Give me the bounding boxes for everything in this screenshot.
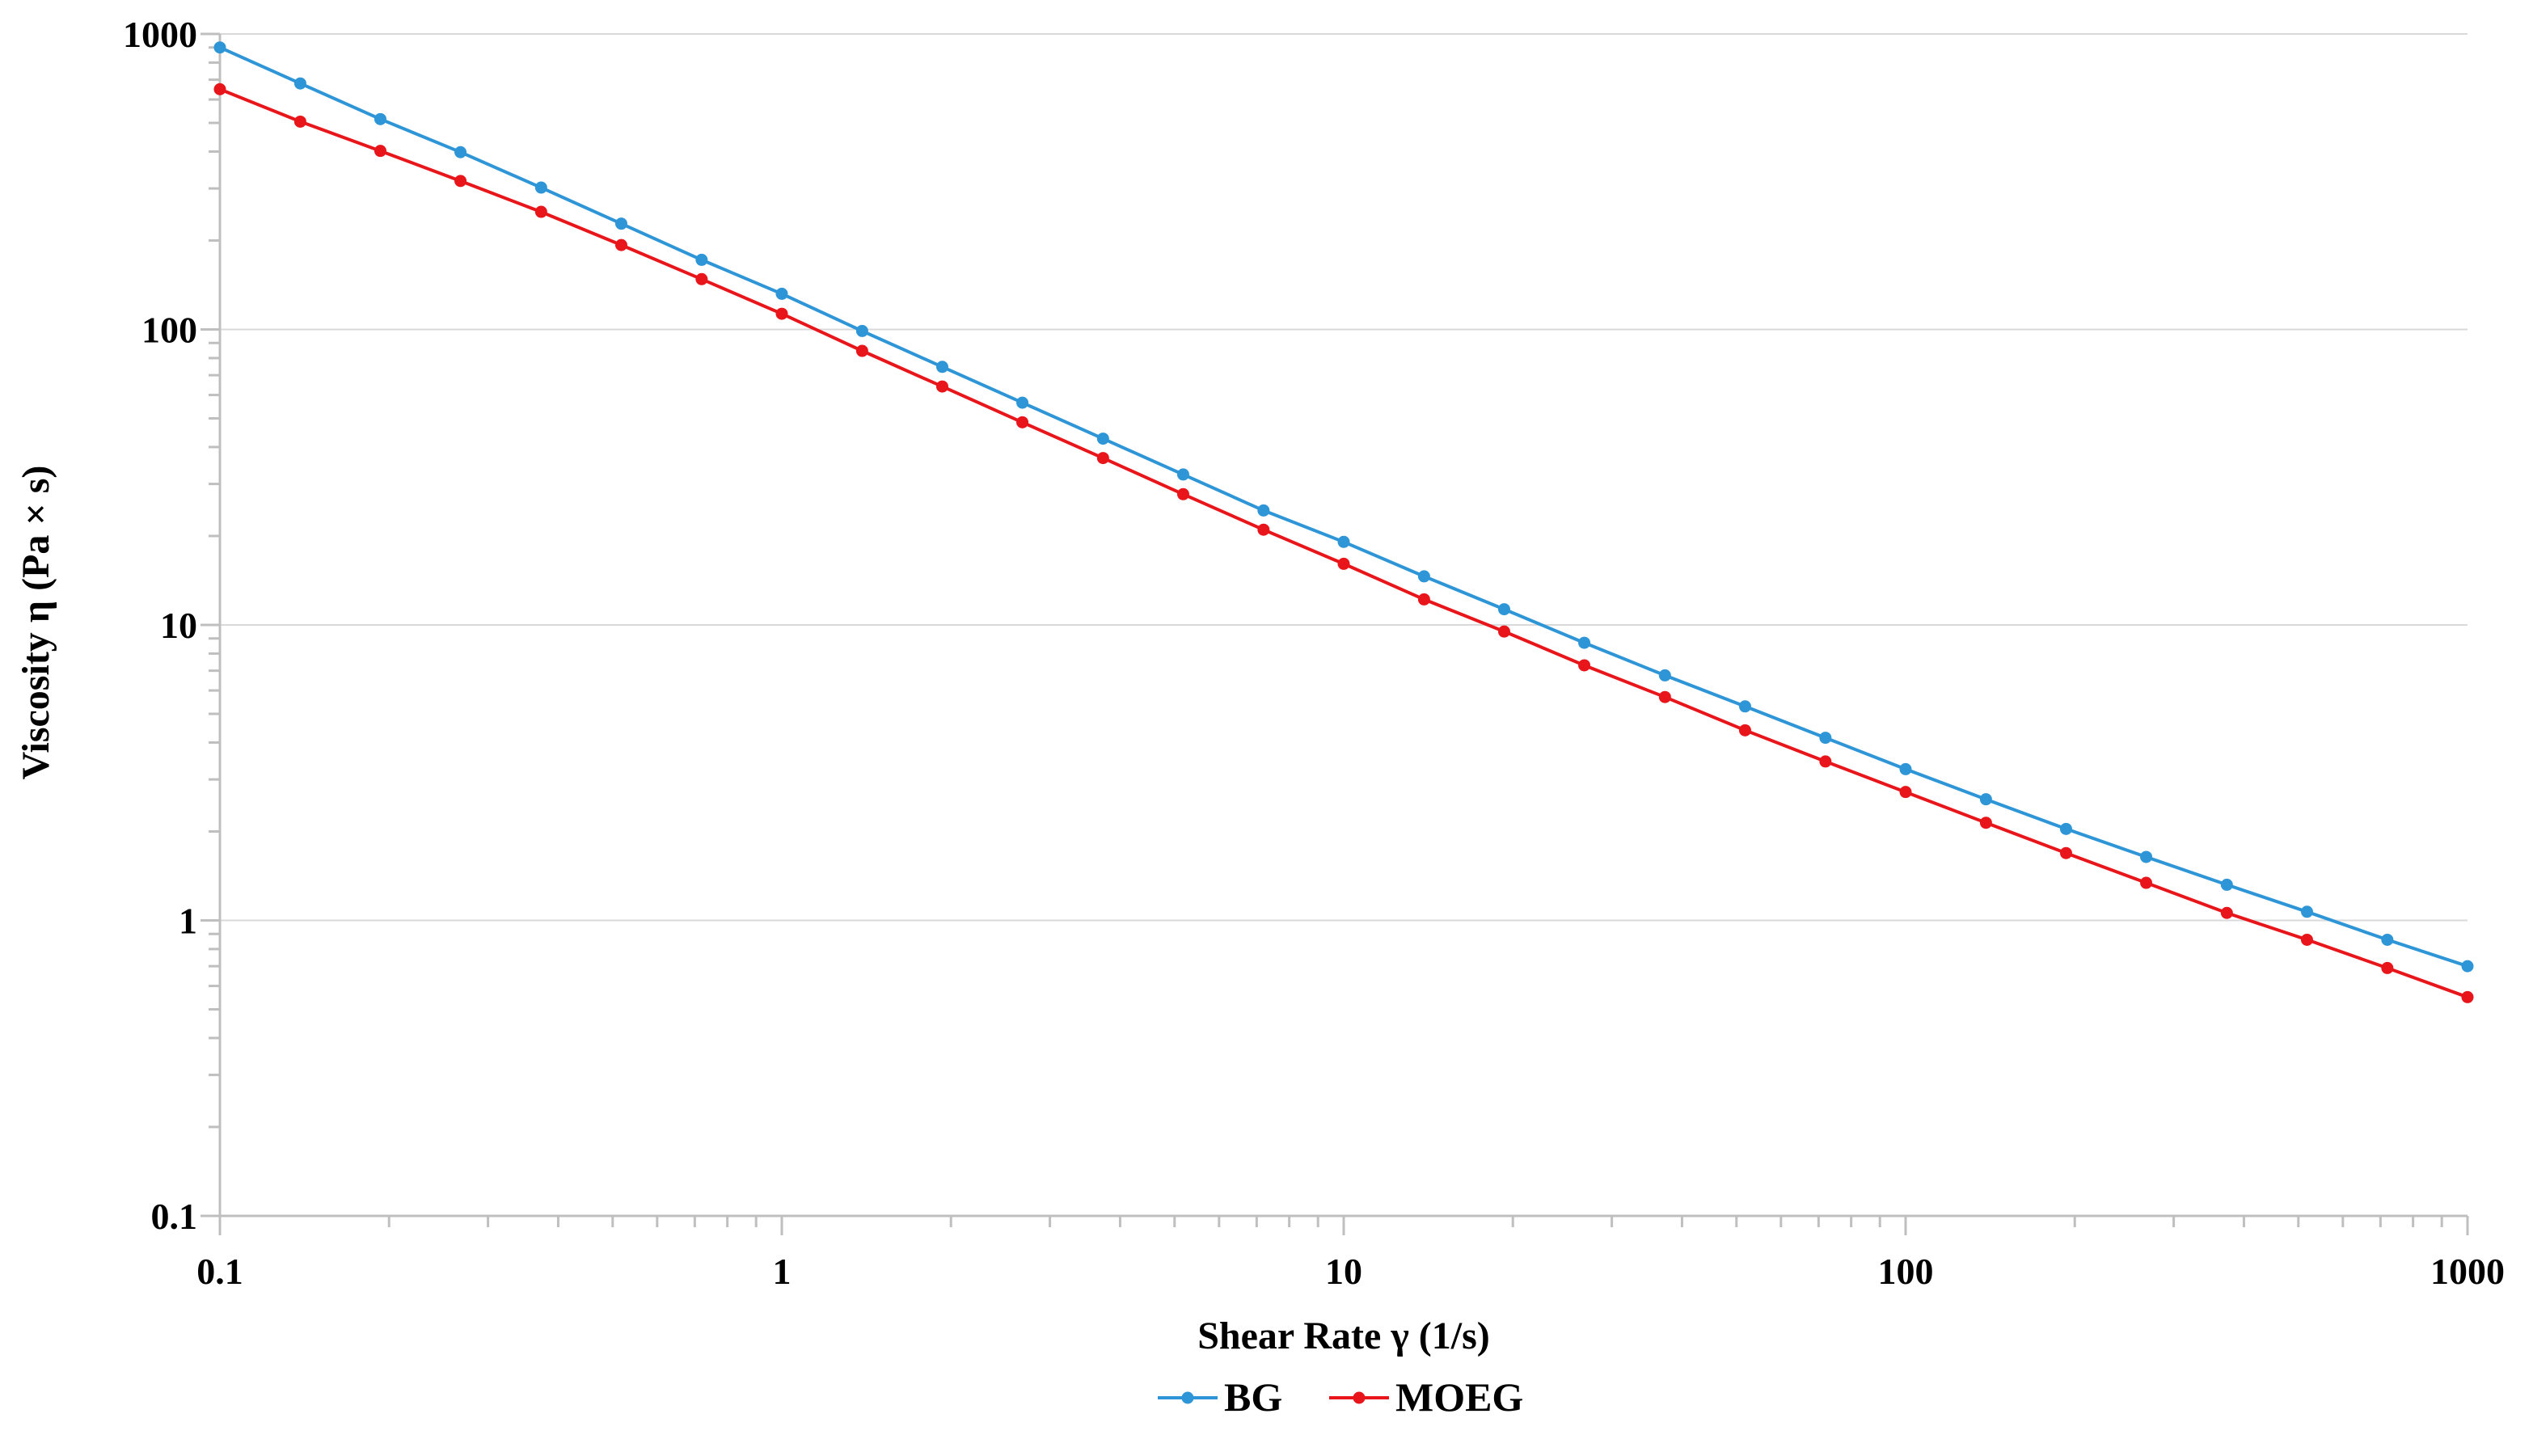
y-tick-label: 1 <box>179 901 197 942</box>
data-point-bg <box>1497 603 1510 616</box>
data-point-moeg <box>614 238 627 251</box>
data-point-moeg <box>374 145 386 158</box>
data-point-moeg <box>2059 846 2072 859</box>
data-point-bg <box>935 361 948 373</box>
data-point-bg <box>855 324 868 337</box>
data-point-bg <box>1257 504 1270 517</box>
data-point-moeg <box>1738 724 1751 736</box>
data-point-moeg <box>2381 961 2394 974</box>
data-point-bg <box>2140 850 2153 863</box>
data-point-bg <box>1096 433 1109 445</box>
data-point-bg <box>213 41 226 54</box>
data-point-moeg <box>1417 593 1430 606</box>
legend-label-bg: BG <box>1224 1374 1282 1420</box>
data-point-moeg <box>935 380 948 393</box>
x-tick-label: 10 <box>1325 1251 1362 1292</box>
series-line-bg <box>219 45 2468 968</box>
data-point-moeg <box>534 205 547 218</box>
data-point-moeg <box>2300 933 2313 946</box>
legend-label-moeg: MOEG <box>1395 1374 1523 1420</box>
tick-labels: 0.1 1 10 100 1000 0.1 1 10 100 1000 <box>123 14 2505 1292</box>
data-point-moeg <box>2461 990 2474 1003</box>
y-axis-title: Viscosity η (Pa × s) <box>15 466 57 780</box>
data-point-moeg <box>1979 817 1992 829</box>
data-point-bg <box>1658 669 1671 682</box>
x-tick-label: 0.1 <box>196 1251 243 1292</box>
x-tick-label: 1 <box>773 1251 792 1292</box>
data-point-moeg <box>454 175 467 188</box>
data-point-bg <box>695 253 708 266</box>
data-point-moeg <box>1096 452 1109 465</box>
data-point-bg <box>2300 905 2313 918</box>
data-point-bg <box>2461 960 2474 973</box>
data-point-bg <box>1176 468 1189 481</box>
data-point-moeg <box>1337 557 1350 570</box>
y-tick-label: 10 <box>160 605 197 646</box>
data-point-moeg <box>213 82 226 95</box>
data-point-moeg <box>1497 625 1510 638</box>
data-point-moeg <box>1016 416 1029 428</box>
series-group <box>213 41 2474 1003</box>
data-point-moeg <box>1176 487 1189 500</box>
data-point-bg <box>1417 570 1430 583</box>
data-point-bg <box>775 287 788 300</box>
data-point-bg <box>1738 700 1751 713</box>
data-point-bg <box>2220 878 2233 891</box>
data-point-moeg <box>855 344 868 357</box>
legend-marker-moeg <box>1353 1391 1366 1404</box>
data-point-bg <box>454 146 467 158</box>
y-tick-label: 100 <box>141 310 197 351</box>
data-point-bg <box>2059 822 2072 835</box>
data-point-bg <box>2381 933 2394 946</box>
data-point-moeg <box>293 115 306 128</box>
data-point-bg <box>614 217 627 230</box>
data-point-bg <box>1016 396 1029 409</box>
y-tick-label: 0.1 <box>151 1196 198 1237</box>
data-point-bg <box>1578 636 1591 649</box>
data-point-bg <box>1819 732 1832 745</box>
data-point-moeg <box>1819 755 1832 768</box>
data-point-bg <box>1337 535 1350 548</box>
data-point-bg <box>1899 762 1912 775</box>
data-point-bg <box>293 77 306 90</box>
data-point-bg <box>1979 793 1992 806</box>
data-point-moeg <box>1658 690 1671 703</box>
data-point-moeg <box>1899 786 1912 799</box>
x-tick-label: 100 <box>1878 1251 1934 1292</box>
axes <box>201 32 2469 1235</box>
data-point-bg <box>534 181 547 194</box>
legend: BG MOEG <box>1158 1374 1523 1420</box>
x-axis-title: Shear Rate γ (1/s) <box>1197 1315 1490 1357</box>
x-tick-label: 1000 <box>2430 1251 2505 1292</box>
data-point-moeg <box>2140 876 2153 889</box>
data-point-moeg <box>1257 523 1270 536</box>
data-point-moeg <box>1578 659 1591 672</box>
y-tick-label: 1000 <box>123 14 197 55</box>
data-point-moeg <box>775 307 788 320</box>
data-point-bg <box>374 112 386 125</box>
legend-marker-bg <box>1181 1391 1194 1404</box>
gridlines <box>220 33 2468 922</box>
data-point-moeg <box>2220 906 2233 919</box>
data-point-moeg <box>695 272 708 285</box>
